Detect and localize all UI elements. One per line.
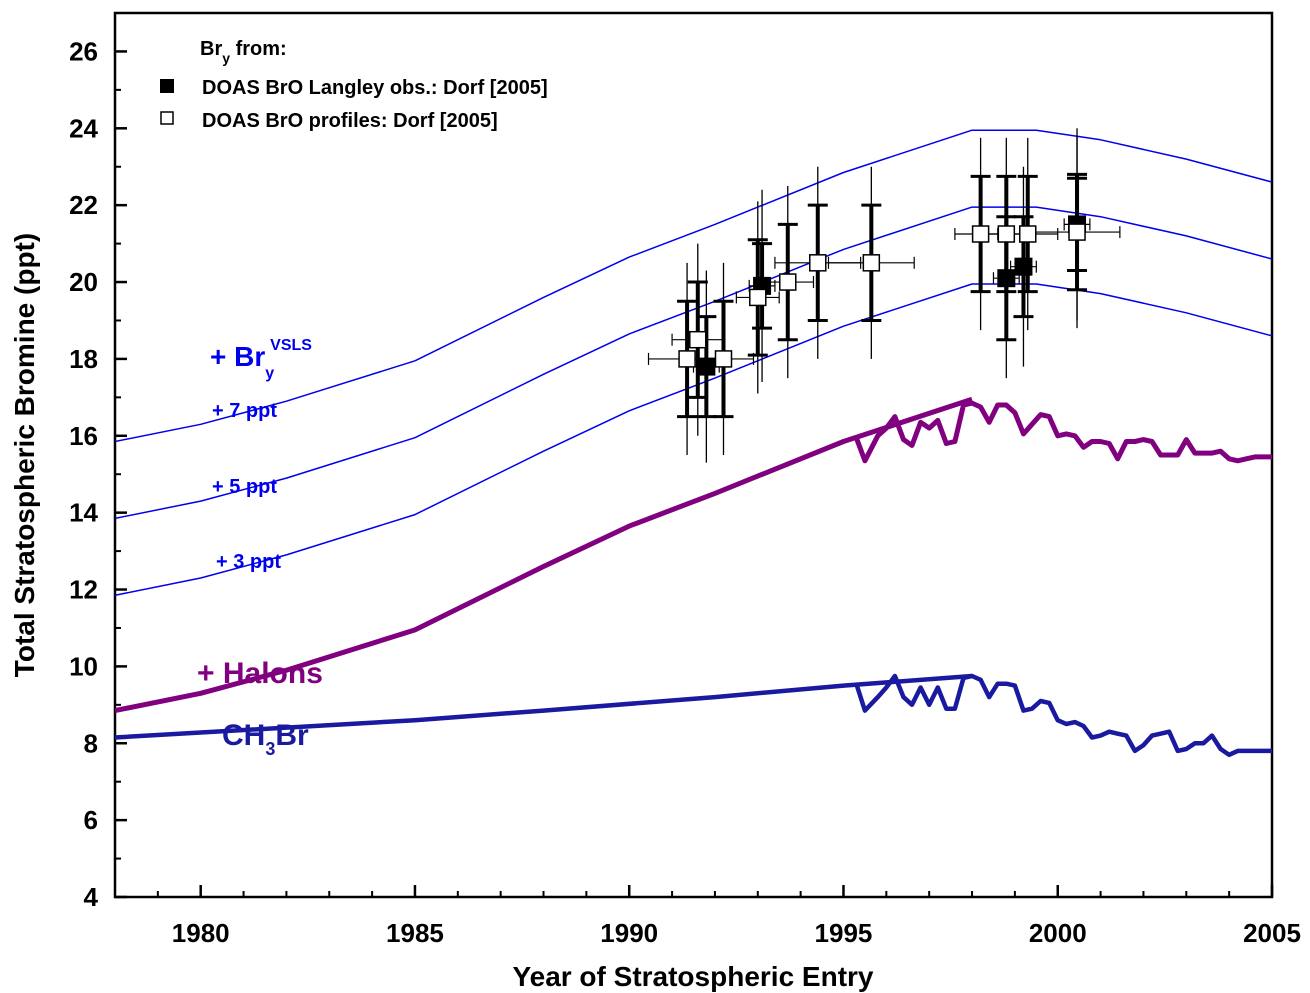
profile-obs-marker <box>779 273 797 291</box>
halons-trend-line <box>115 396 973 714</box>
langley-obs-marker <box>1014 257 1033 276</box>
y-tick-label: 6 <box>84 805 98 835</box>
ch3br-observed-line <box>854 673 1272 758</box>
y-tick-label: 16 <box>69 421 98 451</box>
vsls-plus5-label: + 5 ppt <box>212 476 277 498</box>
vsls-plus3-line <box>115 283 1272 597</box>
y-tick-label: 8 <box>84 728 98 758</box>
y-tick-label: 24 <box>69 113 98 143</box>
ch3br-label: CH3Br <box>222 719 309 759</box>
vsls-label: + BryVSLS <box>210 337 312 382</box>
x-tick-label: 2000 <box>1029 918 1087 948</box>
langley-obs-marker <box>997 269 1016 288</box>
legend-filled-square-marker <box>160 79 174 93</box>
legend-entry-profiles: DOAS BrO profiles: Dorf [2005] <box>202 110 498 132</box>
y-tick-label: 22 <box>69 190 98 220</box>
profile-obs-marker <box>809 254 827 272</box>
ch3br-trend-line <box>115 673 973 740</box>
profile-obs-marker <box>1018 225 1037 243</box>
y-axis-ticks: 4 6 8 10 12 14 16 18 20 22 24 26 <box>69 12 127 912</box>
profile-obs-marker <box>862 254 881 272</box>
profile-obs-marker <box>749 288 767 307</box>
profile-obs-marker <box>971 225 990 243</box>
langley-obs-marker <box>697 357 716 376</box>
profile-obs-marker <box>678 350 696 368</box>
vsls-plus7-label: + 7 ppt <box>212 400 277 422</box>
vsls-plus3-label: + 3 ppt <box>216 551 281 573</box>
profile-obs-marker <box>997 225 1016 243</box>
x-tick-label: 1985 <box>386 918 444 948</box>
x-tick-label: 1980 <box>172 918 230 948</box>
legend-title: Bry from: <box>200 38 287 66</box>
y-tick-label: 10 <box>69 651 98 681</box>
halons-label: + Halons <box>197 657 323 690</box>
halons-observed-line <box>853 400 1272 464</box>
y-tick-label: 26 <box>69 36 98 66</box>
profile-obs-marker <box>714 350 733 368</box>
x-tick-label: 1995 <box>815 918 873 948</box>
y-tick-label: 14 <box>69 498 98 528</box>
profile-obs-marker <box>1068 223 1086 241</box>
x-tick-label: 2005 <box>1243 918 1301 948</box>
legend-entry-langley: DOAS BrO Langley obs.: Dorf [2005] <box>202 77 548 99</box>
y-tick-label: 18 <box>69 344 98 374</box>
x-axis-ticks: 1980 1985 1990 1995 2000 2005 <box>114 885 1301 948</box>
y-tick-label: 20 <box>69 267 98 297</box>
y-tick-label: 4 <box>84 882 99 912</box>
plot-frame <box>113 11 1274 899</box>
legend: Bry from: DOAS BrO Langley obs.: Dorf [2… <box>160 38 548 132</box>
y-axis-title: Total Stratospheric Bromine (ppt) <box>9 233 40 677</box>
vsls-plus7-line <box>115 129 1272 443</box>
profile-obs-marker <box>689 330 707 349</box>
legend-open-square-marker <box>160 111 174 125</box>
observation-markers <box>647 128 1121 463</box>
vsls-annotation: + BryVSLS + 7 ppt + 5 ppt + 3 ppt <box>210 337 312 573</box>
x-tick-label: 1990 <box>600 918 658 948</box>
x-axis-title: Year of Stratospheric Entry <box>512 961 873 992</box>
y-tick-label: 12 <box>69 575 98 605</box>
